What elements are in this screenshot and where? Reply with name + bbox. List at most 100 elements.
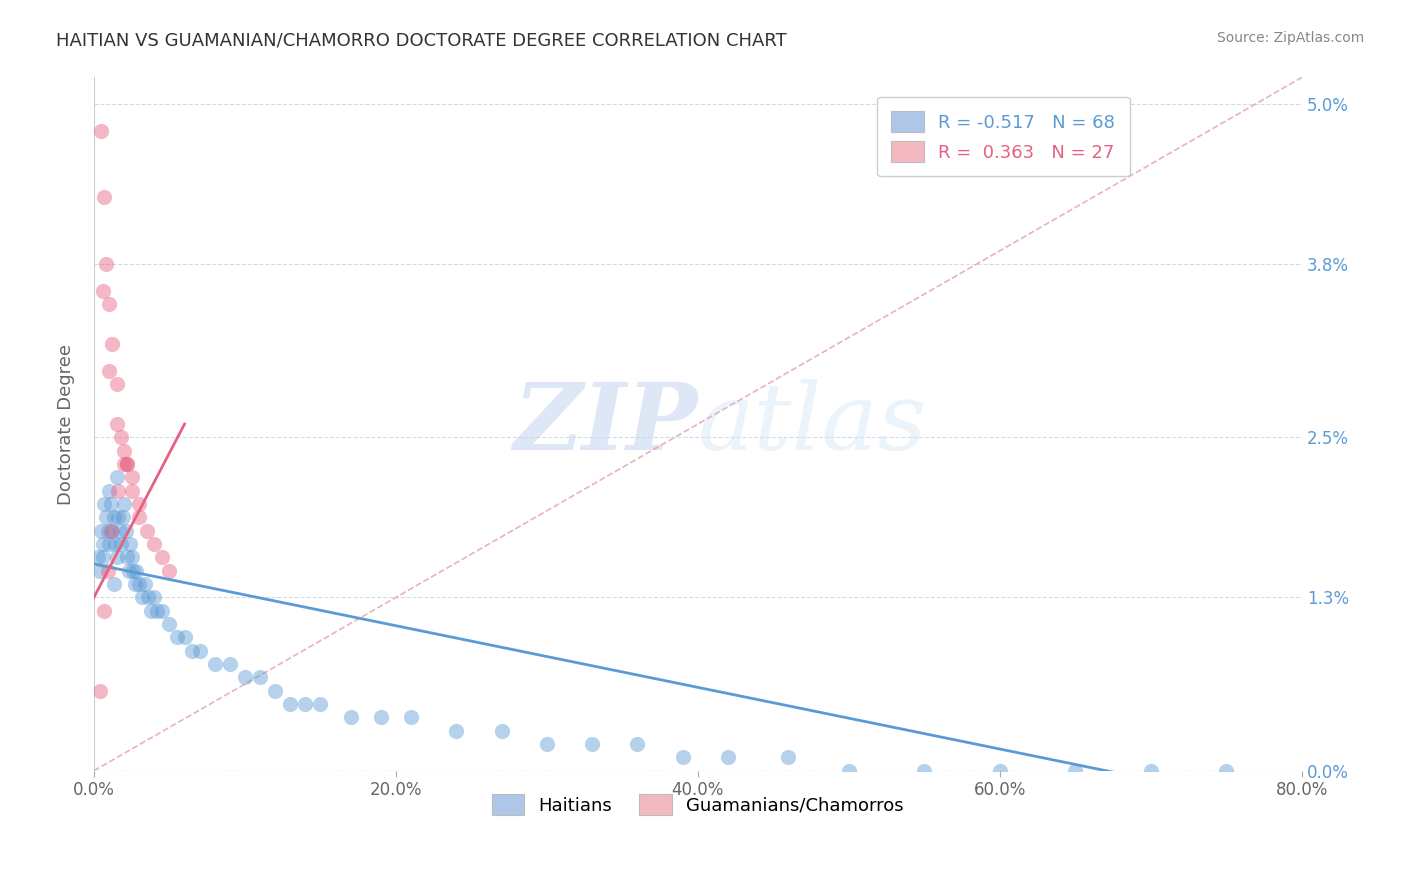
Point	[103, 577, 125, 591]
Point	[110, 537, 132, 551]
Point	[131, 591, 153, 605]
Point	[90, 524, 112, 538]
Point	[112, 457, 135, 471]
Point	[93, 190, 115, 204]
Point	[233, 670, 256, 684]
Point	[91, 550, 114, 565]
Point	[108, 524, 131, 538]
Point	[96, 524, 118, 538]
Point	[121, 470, 143, 484]
Point	[249, 670, 271, 684]
Point	[105, 550, 128, 565]
Point	[988, 764, 1011, 778]
Y-axis label: Doctorate Degree: Doctorate Degree	[58, 343, 75, 505]
Point	[120, 537, 142, 551]
Point	[778, 750, 800, 764]
Point	[264, 683, 287, 698]
Point	[90, 124, 112, 138]
Point	[491, 723, 513, 738]
Point	[103, 510, 125, 524]
Point	[87, 550, 110, 565]
Point	[204, 657, 226, 671]
Point	[150, 604, 173, 618]
Point	[93, 497, 115, 511]
Point	[89, 683, 111, 698]
Point	[626, 737, 648, 751]
Point	[128, 497, 150, 511]
Point	[159, 617, 181, 632]
Point	[218, 657, 240, 671]
Point	[93, 604, 115, 618]
Point	[294, 697, 316, 711]
Point	[370, 710, 392, 724]
Point	[278, 697, 301, 711]
Point	[100, 524, 122, 538]
Point	[94, 257, 117, 271]
Point	[339, 710, 361, 724]
Point	[672, 750, 695, 764]
Point	[94, 510, 117, 524]
Point	[96, 564, 118, 578]
Point	[121, 483, 143, 498]
Point	[150, 550, 173, 565]
Text: ZIP: ZIP	[513, 379, 697, 469]
Point	[98, 364, 121, 378]
Point	[717, 750, 740, 764]
Point	[115, 457, 138, 471]
Point	[141, 604, 163, 618]
Point	[101, 524, 124, 538]
Point	[135, 524, 157, 538]
Point	[98, 537, 121, 551]
Point	[118, 564, 141, 578]
Point	[105, 470, 128, 484]
Point	[114, 524, 136, 538]
Point	[166, 631, 188, 645]
Point	[124, 577, 146, 591]
Point	[101, 337, 124, 351]
Point	[128, 510, 150, 524]
Point	[115, 550, 138, 565]
Point	[1215, 764, 1237, 778]
Point	[838, 764, 860, 778]
Point	[173, 631, 195, 645]
Point	[125, 564, 148, 578]
Point	[181, 643, 204, 657]
Point	[399, 710, 422, 724]
Point	[912, 764, 935, 778]
Point	[134, 577, 156, 591]
Text: HAITIAN VS GUAMANIAN/CHAMORRO DOCTORATE DEGREE CORRELATION CHART: HAITIAN VS GUAMANIAN/CHAMORRO DOCTORATE …	[56, 31, 787, 49]
Point	[112, 497, 135, 511]
Point	[188, 643, 211, 657]
Point	[107, 483, 129, 498]
Point	[107, 510, 129, 524]
Point	[581, 737, 603, 751]
Point	[309, 697, 332, 711]
Point	[446, 723, 468, 738]
Point	[98, 297, 121, 311]
Point	[91, 284, 114, 298]
Point	[110, 430, 132, 444]
Point	[105, 417, 128, 431]
Legend: Haitians, Guamanians/Chamorros: Haitians, Guamanians/Chamorros	[482, 785, 912, 824]
Point	[91, 537, 114, 551]
Point	[121, 550, 143, 565]
Point	[100, 497, 122, 511]
Point	[1140, 764, 1163, 778]
Point	[89, 564, 111, 578]
Point	[159, 564, 181, 578]
Point	[1064, 764, 1087, 778]
Point	[536, 737, 558, 751]
Point	[105, 377, 128, 392]
Point	[143, 591, 166, 605]
Text: atlas: atlas	[697, 379, 928, 469]
Point	[146, 604, 169, 618]
Text: Source: ZipAtlas.com: Source: ZipAtlas.com	[1216, 31, 1364, 45]
Point	[122, 564, 145, 578]
Point	[128, 577, 150, 591]
Point	[143, 537, 166, 551]
Point	[104, 537, 127, 551]
Point	[111, 510, 134, 524]
Point	[115, 457, 138, 471]
Point	[112, 443, 135, 458]
Point	[136, 591, 159, 605]
